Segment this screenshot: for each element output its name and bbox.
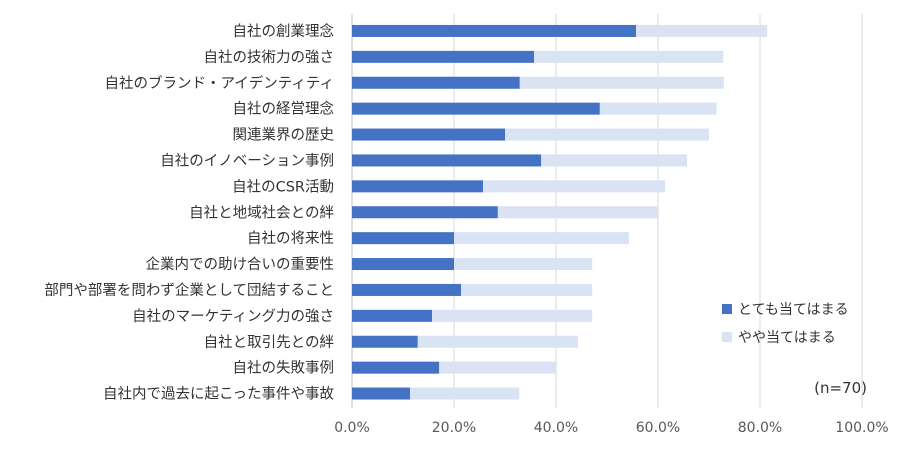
bar-somewhat-applicable [410, 387, 520, 400]
bar-somewhat-applicable [461, 283, 593, 296]
category-label: 自社の創業理念 [233, 22, 335, 40]
bar-somewhat-applicable [432, 309, 593, 322]
bar-very-applicable [352, 76, 520, 89]
bar-very-applicable [352, 361, 440, 374]
bar-somewhat-applicable [497, 206, 658, 219]
x-tick-label: 40.0% [534, 420, 578, 436]
bar-somewhat-applicable [483, 180, 666, 193]
category-label: 自社内で過去に起こった事件や事故 [103, 386, 334, 403]
bar-very-applicable [352, 154, 542, 167]
bar-very-applicable [352, 309, 433, 322]
x-tick-label: 80.0% [738, 420, 782, 436]
legend-swatch-somewhat-applicable [722, 332, 732, 342]
category-label: 自社の失敗事例 [233, 360, 335, 377]
bar-very-applicable [352, 180, 484, 193]
bar-very-applicable [352, 335, 418, 348]
category-label: 部門や部署を問わず企業として団結すること [44, 281, 334, 299]
bar-somewhat-applicable [541, 154, 688, 167]
bar-somewhat-applicable [505, 128, 709, 141]
category-label: 自社の経営理念 [233, 100, 335, 118]
bars [352, 24, 768, 400]
bar-somewhat-applicable [439, 361, 556, 374]
category-labels: 自社の創業理念自社の技術力の強さ自社のブランド・アイデンティティ自社の経営理念関… [44, 22, 334, 403]
bar-very-applicable [352, 24, 637, 37]
bar-somewhat-applicable [519, 76, 724, 89]
category-label: 自社のブランド・アイデンティティ [104, 74, 334, 92]
x-axis-tick-labels: 0.0% 20.0% 40.0% 60.0% 80.0% 100.0% [334, 420, 888, 436]
bar-very-applicable [352, 258, 454, 271]
category-label: 企業内での助け合いの重要性 [146, 255, 335, 273]
bar-somewhat-applicable [636, 24, 768, 37]
category-label: 自社の技術力の強さ [204, 49, 335, 66]
bar-very-applicable [352, 387, 411, 400]
bar-very-applicable [352, 128, 505, 141]
category-label: 自社と地域社会との絆 [189, 204, 334, 221]
category-label: 関連業界の歴史 [233, 127, 335, 144]
bar-very-applicable [352, 50, 535, 63]
bar-somewhat-applicable [454, 232, 629, 245]
bar-somewhat-applicable [599, 102, 717, 115]
bar-somewhat-applicable [534, 50, 724, 63]
bar-somewhat-applicable [454, 258, 593, 271]
bar-very-applicable [352, 283, 462, 296]
legend-swatch-very-applicable [722, 304, 732, 314]
bar-very-applicable [352, 232, 454, 245]
x-tick-label: 60.0% [636, 420, 680, 436]
category-label: 自社のマーケティング力の強さ [132, 308, 334, 325]
legend-label-somewhat-applicable: やや当てはまる [738, 330, 836, 346]
category-label: 自社の将来性 [247, 230, 334, 247]
bar-very-applicable [352, 206, 498, 219]
category-label: 自社のイノベーション事例 [160, 152, 334, 169]
category-label: 自社のCSR活動 [232, 178, 334, 195]
x-tick-label: 0.0% [334, 420, 370, 436]
bar-somewhat-applicable [417, 335, 578, 348]
bar-very-applicable [352, 102, 600, 115]
legend: とても当てはまる やや当てはまる [722, 302, 849, 346]
x-tick-label: 100.0% [835, 420, 888, 436]
category-label: 自社と取引先との絆 [204, 334, 334, 351]
legend-label-very-applicable: とても当てはまる [738, 302, 849, 318]
sample-size-note: (n=70) [814, 379, 867, 397]
x-tick-label: 20.0% [432, 420, 476, 436]
